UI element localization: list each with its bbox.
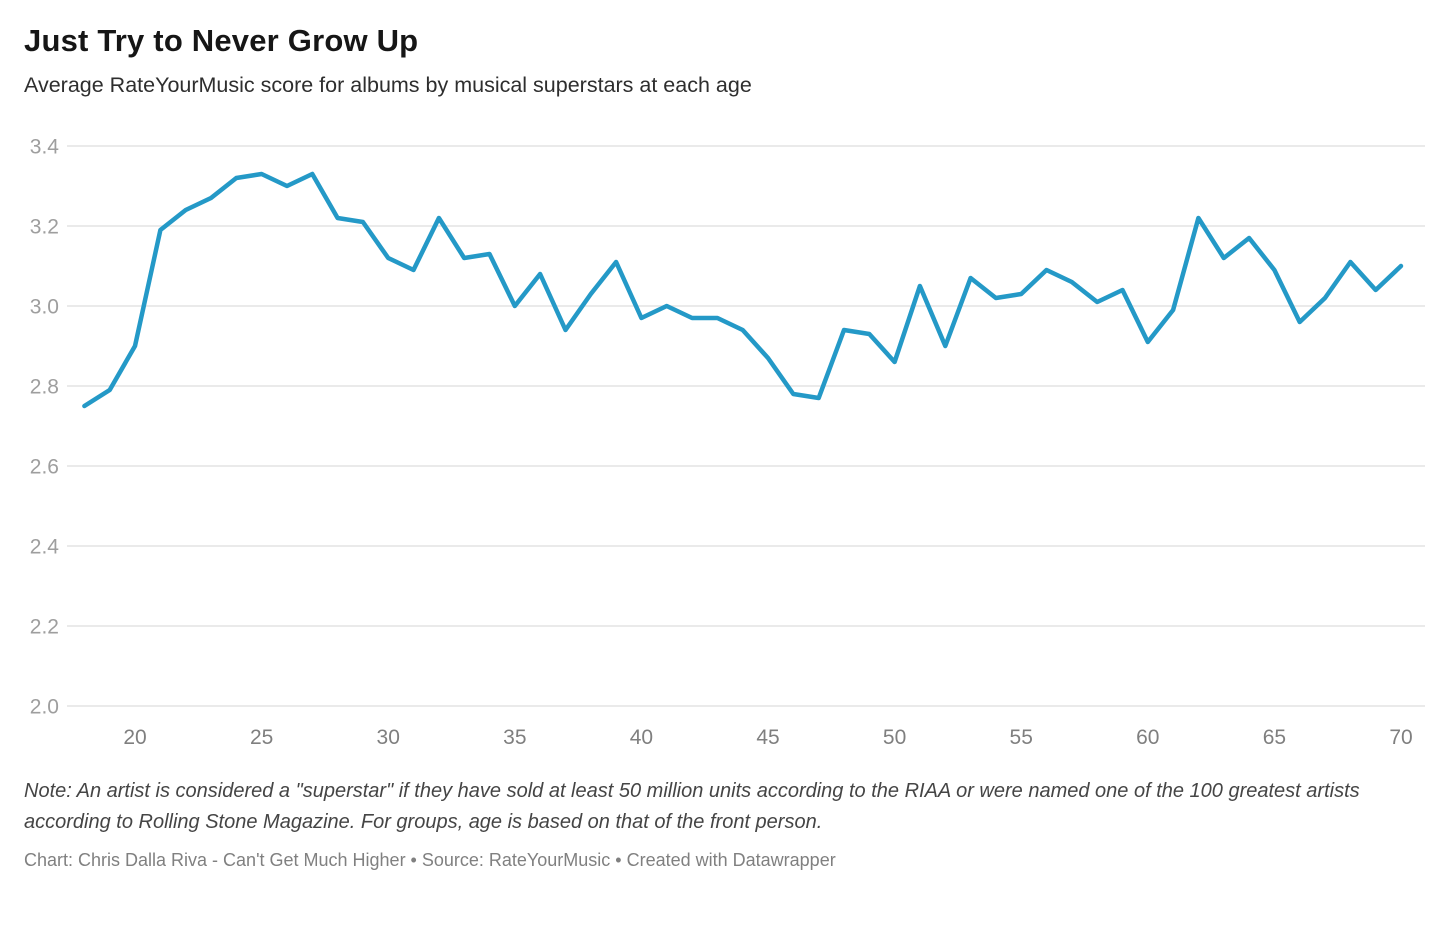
x-tick-label: 70 [1389,726,1412,749]
chart-subtitle: Average RateYourMusic score for albums b… [24,72,752,97]
line-chart: 2.0 2.2 2.4 2.6 2.8 3.0 3.2 3.4 20 25 30 35 40 45 50 55… [30,135,1425,749]
x-axis-labels: 20 25 30 35 40 45 50 55 60 65 70 [123,726,1412,749]
chart-title: Just Try to Never Grow Up [24,23,419,58]
data-line [82,171,1404,408]
y-tick-label: 2.0 [30,695,59,718]
line-chart-figure: 2.0 2.2 2.4 2.6 2.8 3.0 3.2 3.4 20 25 30 35 40 45 50 55… [0,100,1440,760]
x-tick-label: 40 [630,726,653,749]
y-tick-label: 2.8 [30,375,59,398]
y-tick-label: 3.0 [30,295,59,318]
y-tick-label: 3.2 [30,215,59,238]
y-tick-label: 3.4 [30,135,60,158]
x-tick-label: 30 [377,726,400,749]
x-tick-label: 20 [123,726,146,749]
y-axis-labels: 2.0 2.2 2.4 2.6 2.8 3.0 3.2 3.4 [30,135,60,718]
x-tick-label: 55 [1010,726,1033,749]
y-tick-label: 2.2 [30,615,59,638]
chart-byline: Chart: Chris Dalla Riva - Can't Get Much… [24,849,836,870]
chart-note: Note: An artist is considered a "superst… [24,779,1360,833]
x-tick-label: 50 [883,726,906,749]
x-tick-label: 25 [250,726,273,749]
y-gridlines [67,144,1425,707]
y-tick-label: 2.4 [30,535,60,558]
x-tick-label: 65 [1263,726,1286,749]
x-tick-label: 60 [1136,726,1159,749]
x-tick-label: 35 [503,726,526,749]
y-tick-label: 2.6 [30,455,59,478]
x-tick-label: 45 [756,726,779,749]
